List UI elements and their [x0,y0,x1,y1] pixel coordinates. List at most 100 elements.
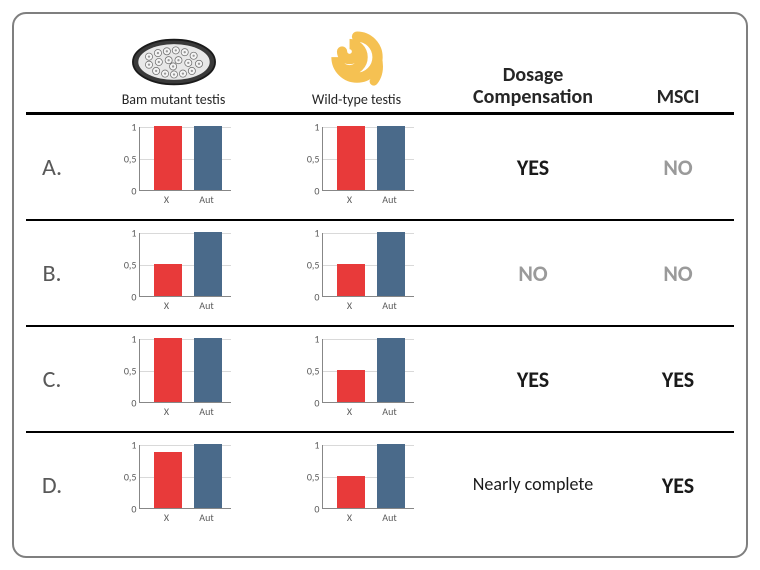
bar-x [154,264,182,296]
header-dc: Dosage Compensation [448,64,618,108]
ytick-label: 1 [294,227,320,240]
ytick-label: 1 [111,121,137,134]
ytick-label: 0,5 [111,153,137,166]
ytick-label: 0 [294,291,320,304]
bar-aut [377,338,405,402]
bar-x [337,370,365,402]
dc-value: YES [517,154,549,181]
bar-aut [194,338,222,402]
bar-x [154,126,182,190]
xtick-label: X [336,299,364,312]
row-label: A. [22,153,82,182]
ytick-label: 0,5 [111,259,137,272]
ytick-label: 1 [294,439,320,452]
row-label: B. [22,259,82,288]
wt-cell: 00,51XAut [265,335,448,423]
bar-x [337,126,365,190]
ytick-label: 1 [111,439,137,452]
header-bam: Bam mutant testis [82,37,265,108]
bar-chart: 00,51XAut [109,229,239,317]
xtick-label: Aut [193,299,221,312]
bar-chart: 0 0,5 1 X Aut [292,229,422,317]
msci-cell: YES [618,472,738,499]
wt-testis-icon [329,31,385,87]
bam-cell: 0 0,5 1 X Aut [82,123,265,211]
wt-label: Wild-type testis [312,91,401,108]
table-row: C.00,51XAut00,51XAutYESYES [14,327,746,431]
figure-panel: Bam mutant testis Wild-type testis Dosag… [12,12,748,558]
plot-area [139,339,231,403]
table-row: B.00,51XAut00,51XAutNONO [14,221,746,325]
xtick-label: Aut [193,405,221,418]
xtick-label: Aut [376,193,404,206]
ytick-label: 0,5 [111,365,137,378]
plot-area [322,233,414,297]
bam-label: Bam mutant testis [122,91,226,108]
plot-area [139,445,231,509]
msci-value: YES [662,366,694,393]
bar-aut [194,444,222,508]
bar-x [337,476,365,508]
header-row: Bam mutant testis Wild-type testis Dosag… [14,14,746,112]
xtick-label: Aut [376,405,404,418]
dc-value: Nearly complete [473,475,593,495]
msci-cell: NO [618,154,738,181]
ytick-label: 0 [111,291,137,304]
row-label: D. [22,471,82,500]
bar-aut [377,126,405,190]
bar-chart: 00,51XAut [292,335,422,423]
xtick-label: Aut [193,193,221,206]
bar-x [154,452,182,508]
xtick-label: X [153,405,181,418]
bar-aut [377,444,405,508]
dc-heading: Dosage Compensation [448,64,618,108]
bar-chart: 0 0,5 1 X Aut [109,335,239,423]
bar-x [337,264,365,296]
bar-aut [194,232,222,296]
bar-x [154,338,182,402]
bam-testis-icon [129,37,219,87]
plot-area [139,127,231,191]
bar-chart: 00,51XAut [109,441,239,529]
bar-aut [194,126,222,190]
dc-cell: NO [448,260,618,287]
ytick-label: 0,5 [294,365,320,378]
wt-cell: 00,51XAut [265,441,448,529]
xtick-label: X [336,193,364,206]
table-row: A.00,51XAut00,51XAutYESNO [14,115,746,219]
msci-value: NO [663,154,692,181]
msci-value: YES [662,472,694,499]
dc-cell: Nearly complete [448,475,618,495]
xtick-label: Aut [376,511,404,524]
xtick-label: X [153,193,181,206]
bar-chart: 0 0,5 1 X Aut [109,123,239,211]
msci-cell: YES [618,366,738,393]
ytick-label: 0 [294,503,320,516]
xtick-label: X [336,405,364,418]
msci-cell: NO [618,260,738,287]
header-msci: MSCI [618,86,738,108]
wt-cell: 00,51XAut [265,123,448,211]
xtick-label: Aut [376,299,404,312]
plot-area [322,445,414,509]
ytick-label: 0 [111,397,137,410]
ytick-label: 0 [111,503,137,516]
plot-area [322,339,414,403]
msci-value: NO [663,260,692,287]
plot-area [139,233,231,297]
bam-cell: 00,51XAut [82,441,265,529]
ytick-label: 0 [294,397,320,410]
bar-chart: 00,51XAut [292,123,422,211]
wt-cell: 0 0,5 1 X Aut [265,229,448,317]
ytick-label: 0,5 [294,153,320,166]
ytick-label: 0,5 [111,471,137,484]
row-label: C. [22,365,82,394]
xtick-label: X [153,511,181,524]
bam-cell: 0 0,5 1 X Aut [82,335,265,423]
ytick-label: 0 [111,185,137,198]
dc-cell: YES [448,366,618,393]
ytick-label: 0,5 [294,259,320,272]
ytick-label: 0 [294,185,320,198]
header-wt: Wild-type testis [265,31,448,108]
ytick-label: 1 [111,333,137,346]
